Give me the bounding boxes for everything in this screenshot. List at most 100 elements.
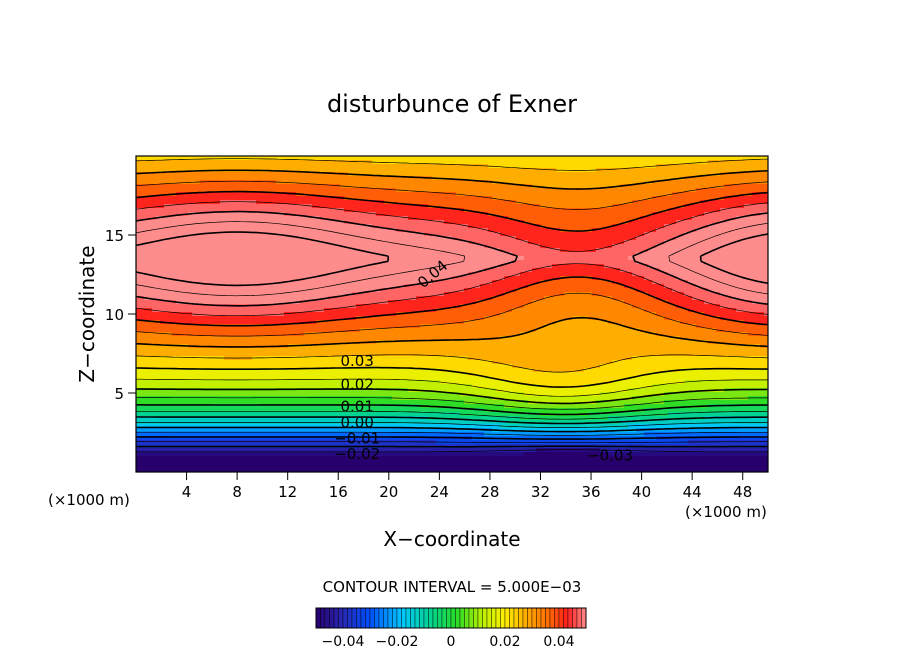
- colorbar-tick-label: 0.04: [543, 634, 574, 650]
- colorbar-segment: [491, 607, 497, 629]
- contour-label: −0.02: [334, 445, 380, 463]
- colorbar-segment: [401, 607, 407, 629]
- contour-line: [136, 422, 768, 428]
- x-axis-label: X−coordinate: [383, 527, 520, 551]
- y-tick-label: 15: [105, 227, 124, 245]
- colorbar-segment: [446, 607, 452, 629]
- colorbar-tick-label: −0.02: [376, 634, 419, 650]
- contour-line: [136, 180, 768, 337]
- x-tick-label: 20: [379, 483, 398, 501]
- colorbar-segment: [473, 607, 479, 629]
- colorbar-segment: [405, 607, 411, 629]
- x-tick-label: 40: [632, 483, 651, 501]
- colorbar-segment: [518, 607, 524, 629]
- colorbar-segment: [396, 607, 402, 629]
- contour-line: [136, 416, 768, 425]
- colorbar-segment: [500, 607, 506, 629]
- colorbar-segment: [455, 607, 461, 629]
- filled-contours: [136, 156, 768, 472]
- colorbar-segment: [459, 607, 465, 629]
- colorbar-segment: [572, 607, 578, 629]
- chart-title: disturbunce of Exner: [327, 90, 577, 118]
- colorbar-segment: [450, 607, 456, 629]
- colorbar-segment: [540, 607, 546, 629]
- colorbar-segment: [428, 607, 434, 629]
- colorbar-segment: [392, 607, 398, 629]
- contour-line: [136, 436, 768, 440]
- colorbar-segment: [522, 607, 528, 629]
- colorbar-segment: [441, 607, 447, 629]
- colorbar-segment: [342, 607, 348, 629]
- x-tick-label: 28: [480, 483, 499, 501]
- colorbar-segment: [527, 607, 533, 629]
- colorbar-tick-label: −0.04: [322, 634, 365, 650]
- y-axis-ticks: 5 10 15: [105, 227, 136, 403]
- colorbar-segment: [437, 607, 443, 629]
- colorbar-segment: [387, 607, 393, 629]
- colorbar-segment: [576, 607, 582, 629]
- colorbar-segment: [369, 607, 375, 629]
- colorbar-segment: [356, 607, 362, 629]
- colorbar-segment: [333, 607, 339, 629]
- colorbar-segment: [509, 607, 515, 629]
- colorbar-segment: [495, 607, 501, 629]
- colorbar-segment: [347, 607, 353, 629]
- y-axis-label: Z−coordinate: [75, 245, 99, 382]
- contour-line: [136, 410, 768, 420]
- contour-label: 0.03: [340, 352, 373, 370]
- colorbar-segment: [486, 607, 492, 629]
- contour-line: [136, 190, 768, 327]
- contour-label: −0.03: [587, 447, 633, 465]
- contour-line: [136, 201, 768, 317]
- x-tick-label: 24: [430, 483, 449, 501]
- contour-line: [136, 445, 768, 448]
- x-tick-label: 16: [329, 483, 348, 501]
- colorbar-segment: [563, 607, 569, 629]
- contour-line: [136, 366, 768, 388]
- x-unit-right: (×1000 m): [685, 503, 767, 521]
- x-tick-label: 48: [733, 483, 752, 501]
- colorbar-frame: [315, 607, 587, 629]
- colorbar-segment: [414, 607, 420, 629]
- x-tick-label: 32: [531, 483, 550, 501]
- colorbar-segment: [482, 607, 488, 629]
- contour-line: [136, 431, 768, 436]
- colorbar-segment: [410, 607, 416, 629]
- colorbar-segment: [531, 607, 537, 629]
- colorbar-segment: [558, 607, 564, 629]
- colorbar-segment: [545, 607, 551, 629]
- colorbar-segment: [315, 607, 321, 629]
- x-unit-left: (×1000 m): [48, 491, 130, 509]
- colorbar-segment: [536, 607, 542, 629]
- colorbar-segment: [554, 607, 560, 629]
- contour-label: 0.00: [340, 414, 373, 432]
- contour-line: [136, 426, 768, 433]
- contour-line: [136, 210, 768, 307]
- colorbar-segment: [477, 607, 483, 629]
- contour-label: −0.01: [334, 429, 380, 447]
- contour-interval-text: CONTOUR INTERVAL = 5.000E−03: [323, 578, 582, 596]
- contour-line: [136, 404, 768, 416]
- x-tick-label: 44: [683, 483, 702, 501]
- contour-line: [136, 397, 768, 410]
- colorbar-segment: [419, 607, 425, 629]
- colorbar-segment: [464, 607, 470, 629]
- contour-lines: [136, 158, 768, 453]
- colorbar-segment: [513, 607, 519, 629]
- contour-line: [136, 449, 768, 453]
- contour-line: [136, 388, 768, 405]
- contour-line: [136, 378, 768, 397]
- colorbar-segment: [581, 607, 587, 629]
- contour-labels: 0.040.030.020.010.00−0.01−0.02 −0.03: [334, 256, 633, 464]
- contour-label: 0.01: [340, 398, 373, 416]
- y-tick-label: 10: [105, 306, 124, 324]
- contour-line: [136, 169, 768, 348]
- x-tick-label: 8: [232, 483, 242, 501]
- colorbar-tick-labels: −0.04 −0.02 0 0.02 0.04: [322, 634, 575, 650]
- contour-line: [136, 158, 768, 373]
- contour-line: [136, 231, 768, 287]
- contour-line: [136, 221, 768, 297]
- x-tick-label: 4: [182, 483, 192, 501]
- colorbar-segment: [324, 607, 330, 629]
